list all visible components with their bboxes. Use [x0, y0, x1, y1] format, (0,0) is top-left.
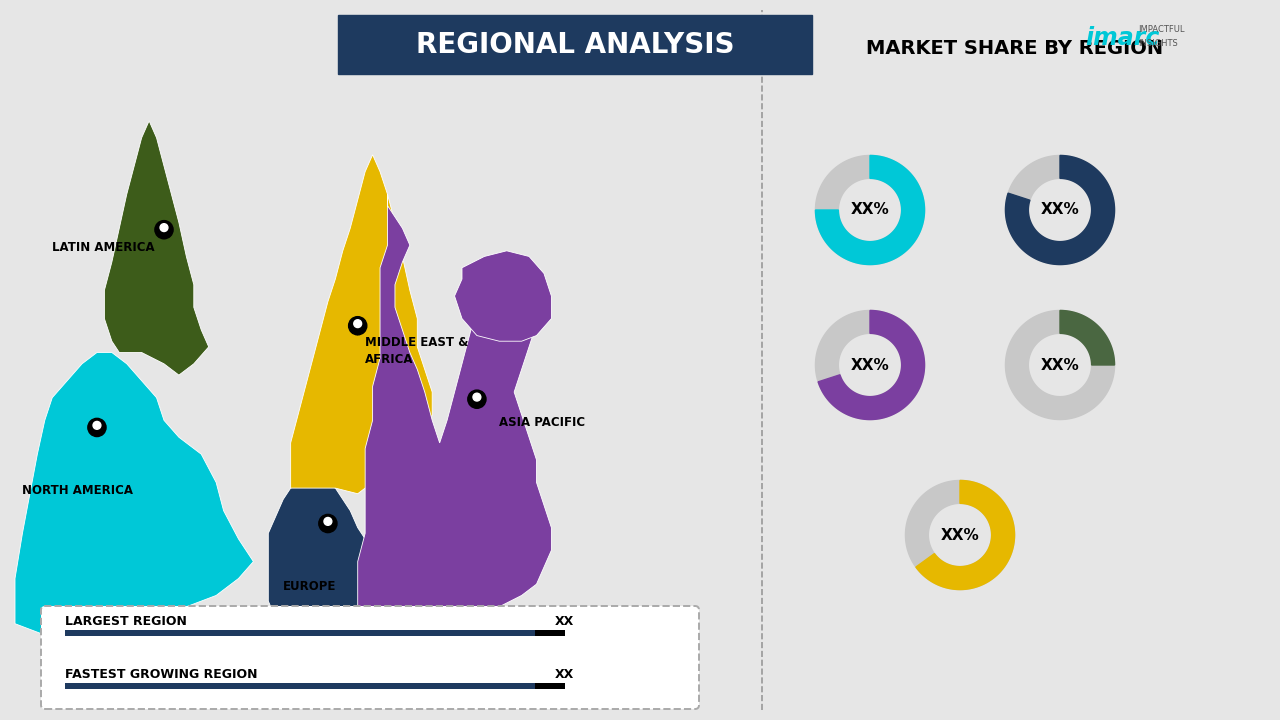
Circle shape: [88, 418, 106, 436]
Text: XX%: XX%: [1041, 202, 1079, 217]
Text: LARGEST REGION: LARGEST REGION: [65, 615, 187, 628]
Text: NORTH AMERICA: NORTH AMERICA: [23, 484, 133, 497]
Circle shape: [474, 393, 481, 401]
Bar: [65, 630, 535, 636]
Polygon shape: [1006, 156, 1115, 264]
Polygon shape: [1060, 310, 1115, 365]
Polygon shape: [269, 482, 410, 635]
Text: MARKET SHARE BY REGION: MARKET SHARE BY REGION: [867, 38, 1164, 58]
Text: XX: XX: [556, 615, 575, 628]
Polygon shape: [815, 310, 924, 420]
Text: INSIGHTS: INSIGHTS: [1138, 38, 1178, 48]
Polygon shape: [321, 523, 335, 534]
Polygon shape: [15, 353, 253, 635]
Bar: [535, 630, 564, 636]
Polygon shape: [905, 480, 1015, 590]
Bar: [535, 683, 564, 689]
Polygon shape: [105, 121, 209, 375]
Circle shape: [324, 518, 332, 526]
Polygon shape: [815, 156, 924, 264]
Polygon shape: [454, 251, 552, 341]
Bar: [65, 683, 535, 689]
Text: imarc: imarc: [1085, 26, 1160, 50]
Text: REGIONAL ANALYSIS: REGIONAL ANALYSIS: [416, 31, 735, 59]
Polygon shape: [818, 310, 924, 420]
Circle shape: [353, 320, 362, 328]
Text: XX%: XX%: [1041, 358, 1079, 372]
Text: MIDDLE EAST &
AFRICA: MIDDLE EAST & AFRICA: [365, 336, 468, 366]
Circle shape: [93, 421, 101, 429]
Polygon shape: [357, 194, 552, 629]
Circle shape: [160, 224, 168, 232]
Polygon shape: [351, 325, 365, 336]
Text: XX%: XX%: [851, 202, 890, 217]
Text: XX%: XX%: [941, 528, 979, 542]
Polygon shape: [470, 399, 484, 409]
Text: XX: XX: [556, 668, 575, 681]
Polygon shape: [815, 156, 924, 264]
Polygon shape: [1006, 156, 1115, 264]
Polygon shape: [1006, 310, 1115, 420]
Text: ASIA PACIFIC: ASIA PACIFIC: [499, 416, 585, 429]
Circle shape: [348, 317, 367, 335]
Circle shape: [319, 514, 337, 533]
Polygon shape: [291, 155, 433, 494]
Polygon shape: [90, 428, 104, 437]
FancyBboxPatch shape: [338, 15, 812, 74]
Text: LATIN AMERICA: LATIN AMERICA: [52, 240, 155, 254]
Polygon shape: [916, 480, 1015, 590]
Text: IMPACTFUL: IMPACTFUL: [1138, 25, 1184, 35]
Polygon shape: [157, 230, 172, 240]
Circle shape: [155, 220, 173, 239]
Text: EUROPE: EUROPE: [283, 580, 337, 593]
Circle shape: [467, 390, 486, 408]
Text: FASTEST GROWING REGION: FASTEST GROWING REGION: [65, 668, 257, 681]
Text: XX%: XX%: [851, 358, 890, 372]
FancyBboxPatch shape: [41, 606, 699, 709]
